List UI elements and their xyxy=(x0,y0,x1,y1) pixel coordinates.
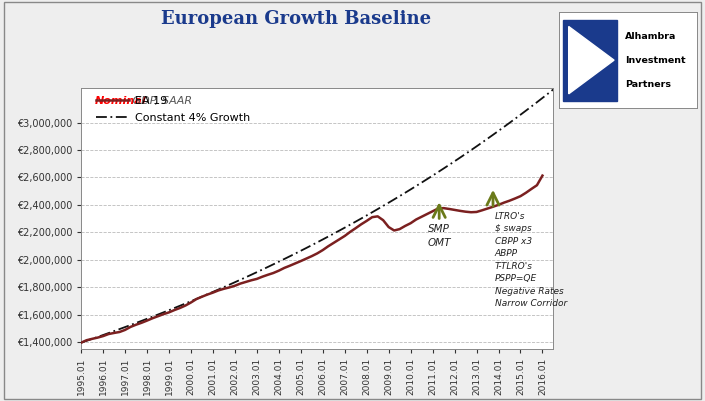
EA 19 xyxy=(154,314,162,319)
Text: European Growth Baseline: European Growth Baseline xyxy=(161,10,431,28)
Constant 4% Growth xyxy=(181,301,190,306)
Text: Investment: Investment xyxy=(625,56,686,65)
Constant 4% Growth xyxy=(549,87,558,92)
Constant 4% Growth xyxy=(313,240,321,245)
Constant 4% Growth xyxy=(154,312,162,317)
Text: GDP, SAAR: GDP, SAAR xyxy=(129,96,192,106)
EA 19 xyxy=(538,173,546,178)
Text: Partners: Partners xyxy=(625,80,671,89)
Constant 4% Growth xyxy=(461,152,470,156)
EA 19 xyxy=(220,286,228,291)
Polygon shape xyxy=(563,20,617,101)
Text: LTRO's
$ swaps
CBPP x3
ABPP
T-TLRO's
PSPP=QE
Negative Rates
Narrow Corridor: LTRO's $ swaps CBPP x3 ABPP T-TLRO's PSP… xyxy=(495,212,567,308)
Constant 4% Growth xyxy=(77,340,85,345)
EA 19 xyxy=(214,288,223,293)
Text: Alhambra: Alhambra xyxy=(625,32,676,41)
EA 19 xyxy=(236,281,245,286)
EA 19 xyxy=(77,340,85,345)
Text: SMP
OMT: SMP OMT xyxy=(427,224,451,248)
EA 19 xyxy=(510,196,519,201)
Polygon shape xyxy=(569,26,614,94)
Text: Nominal: Nominal xyxy=(95,96,147,106)
Line: EA 19: EA 19 xyxy=(81,176,542,343)
Constant 4% Growth xyxy=(214,287,223,292)
Legend: EA 19, Constant 4% Growth: EA 19, Constant 4% Growth xyxy=(96,96,250,123)
Line: Constant 4% Growth: Constant 4% Growth xyxy=(81,89,553,343)
EA 19 xyxy=(307,254,316,259)
Constant 4% Growth xyxy=(274,259,283,264)
